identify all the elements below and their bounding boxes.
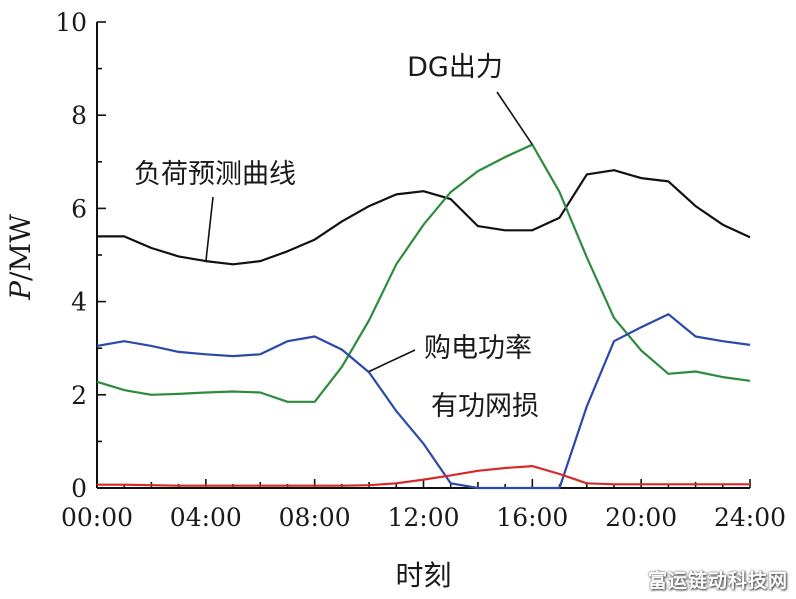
y-tick-label: 0 bbox=[71, 474, 87, 503]
annotation-leader-line bbox=[368, 349, 416, 373]
y-axis-title: P/MW bbox=[4, 214, 37, 301]
y-tick-label: 4 bbox=[71, 288, 87, 317]
series-layer bbox=[96, 143, 751, 490]
x-axis-title: 时刻 bbox=[395, 559, 451, 592]
axis-ticks: 0 2 4 6 8 10 00:00 04:00 08:00 12:00 16:00 20:00 24:… bbox=[55, 8, 786, 532]
x-tick-label: 00:00 bbox=[61, 503, 133, 532]
series-line-3 bbox=[97, 465, 750, 487]
x-tick-label: 20:00 bbox=[605, 503, 677, 532]
annotation-label: DG出力 bbox=[407, 52, 503, 83]
y-tick-label: 6 bbox=[71, 194, 87, 223]
x-tick-label: 08:00 bbox=[279, 503, 351, 532]
x-tick-label: 16:00 bbox=[496, 503, 568, 532]
x-tick-label: 24:00 bbox=[714, 503, 786, 532]
x-tick-label: 12:00 bbox=[387, 503, 459, 532]
x-tick-label: 04:00 bbox=[170, 503, 242, 532]
annotation-label: 有功网损 bbox=[431, 391, 539, 422]
series-line-2 bbox=[96, 313, 751, 490]
y-tick-label: 10 bbox=[55, 8, 87, 37]
y-axis-title-symbol: P bbox=[4, 280, 37, 301]
y-tick-label: 2 bbox=[71, 381, 87, 410]
series-line-1 bbox=[96, 143, 751, 403]
watermark: 富运链动科技网 bbox=[647, 570, 788, 592]
y-axis-title-unit: /MW bbox=[4, 214, 37, 281]
annotation-leader-line bbox=[496, 91, 533, 146]
annotation-leader-line bbox=[205, 196, 214, 263]
annotation-label: 负荷预测曲线 bbox=[134, 159, 296, 190]
annotation-label: 购电功率 bbox=[424, 333, 532, 364]
y-tick-label: 8 bbox=[71, 101, 87, 130]
chart-axes bbox=[96, 22, 750, 489]
